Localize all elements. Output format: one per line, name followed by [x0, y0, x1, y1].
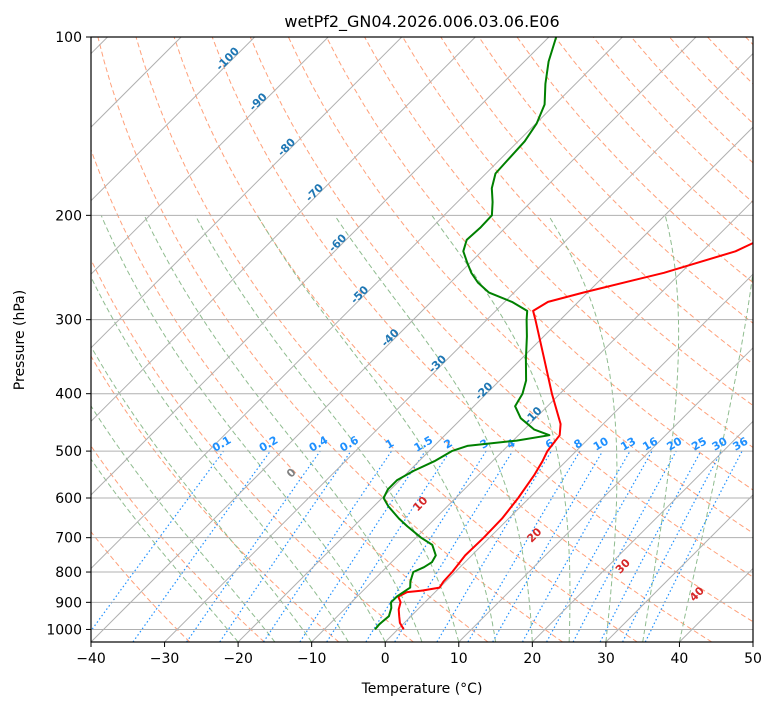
x-tick-label: 10	[450, 651, 468, 667]
y-tick-label: 400	[55, 387, 82, 403]
mixing-ratio-line	[186, 450, 321, 642]
x-axis-ticks: −40 −30 −20 −10 0 10 20 30 40 50	[76, 642, 762, 667]
dry-adiabat	[135, 37, 638, 642]
mixing-ratio-line	[521, 450, 631, 642]
y-tick-label: 900	[55, 595, 82, 611]
moist-adiabat	[548, 215, 618, 642]
y-tick-label: 800	[55, 565, 82, 581]
isotherm-line	[164, 52, 753, 642]
moist-adiabat	[256, 215, 497, 642]
y-axis-label: Pressure (hPa)	[12, 290, 28, 390]
isotherm-line	[531, 420, 753, 642]
dry-adiabat	[326, 37, 753, 491]
isotherm-line	[311, 199, 753, 642]
isotherm-line	[91, 37, 550, 496]
skewed-isotherms	[91, 37, 753, 642]
x-tick-label: 40	[671, 651, 689, 667]
mixing-ratio-line	[326, 450, 451, 642]
y-tick-label: 500	[55, 444, 82, 460]
isotherm-line	[91, 37, 476, 423]
isotherm-line	[91, 37, 403, 349]
y-tick-label: 100	[55, 30, 82, 46]
dry-adiabat	[91, 355, 340, 642]
moist-adiabat	[91, 345, 313, 642]
y-tick-label: 200	[55, 208, 82, 224]
dry-adiabat	[402, 37, 753, 407]
mixing-ratio-labels: 0.1 0.2 0.4 0.6 1 1.5 2 3 4 6 8 10 13 16 20 25 30 36	[210, 433, 750, 454]
y-tick-label: 600	[55, 491, 82, 507]
mixing-ratio-line	[91, 450, 224, 632]
isotherm-line	[605, 494, 753, 642]
mixing-ratio-line	[394, 450, 514, 642]
x-tick-label: −20	[223, 651, 253, 667]
y-tick-label: 700	[55, 531, 82, 547]
dry-adiabat	[516, 37, 753, 284]
mixing-ratio-line	[572, 450, 677, 642]
mixing-ratio-lines	[91, 450, 743, 642]
dry-adiabat	[211, 37, 753, 623]
y-axis-ticks: 100 200 300 400 500 600 700 800 900 1000	[46, 30, 91, 638]
y-tick-label: 300	[55, 313, 82, 329]
moist-adiabat	[194, 215, 460, 642]
dry-adiabat	[478, 37, 753, 324]
pressure-gridlines	[91, 37, 753, 630]
mixing-ratio-line	[644, 450, 743, 642]
sounding-profiles	[374, 37, 753, 631]
isotherm-line	[91, 37, 256, 202]
chart-title: wetPf2_GN04.2026.006.03.06.E06	[284, 12, 559, 32]
isotherm-line	[458, 347, 753, 642]
x-tick-label: 30	[597, 651, 615, 667]
mixing-ratio-line	[219, 450, 352, 642]
moist-adiabats	[91, 215, 753, 642]
isotherm-line	[91, 37, 697, 642]
mixing-ratio-line	[546, 450, 653, 642]
x-tick-label: −30	[150, 651, 180, 667]
y-tick-label: 1000	[46, 622, 82, 638]
dry-adiabat	[91, 148, 489, 642]
plot-frame	[90, 36, 754, 643]
x-tick-label: 50	[744, 651, 762, 667]
temperature-profile-line	[397, 241, 753, 630]
dewpoint-profile-line	[374, 37, 558, 631]
mixing-ratio-line	[299, 450, 426, 642]
moist-adiabat	[143, 215, 423, 642]
dry-adiabat	[249, 37, 753, 578]
isotherm-line	[91, 37, 623, 570]
moist-adiabat	[91, 458, 239, 642]
dry-adiabat	[91, 531, 191, 642]
moist-adiabat	[678, 269, 753, 642]
moist-adiabat	[100, 215, 386, 642]
mixing-ratio-line	[132, 450, 271, 642]
x-tick-label: 0	[381, 651, 390, 667]
x-tick-label: −40	[76, 651, 106, 667]
dry-adiabat	[91, 445, 265, 642]
x-tick-label: −10	[297, 651, 327, 667]
mixing-ratio-line	[262, 450, 392, 642]
isotherm-line	[91, 37, 329, 275]
isotherm-line	[384, 273, 753, 642]
x-axis-label: Temperature (°C)	[361, 681, 483, 697]
moist-adiabat	[642, 215, 680, 642]
x-tick-label: 20	[523, 651, 541, 667]
dry-adiabat	[97, 37, 563, 642]
